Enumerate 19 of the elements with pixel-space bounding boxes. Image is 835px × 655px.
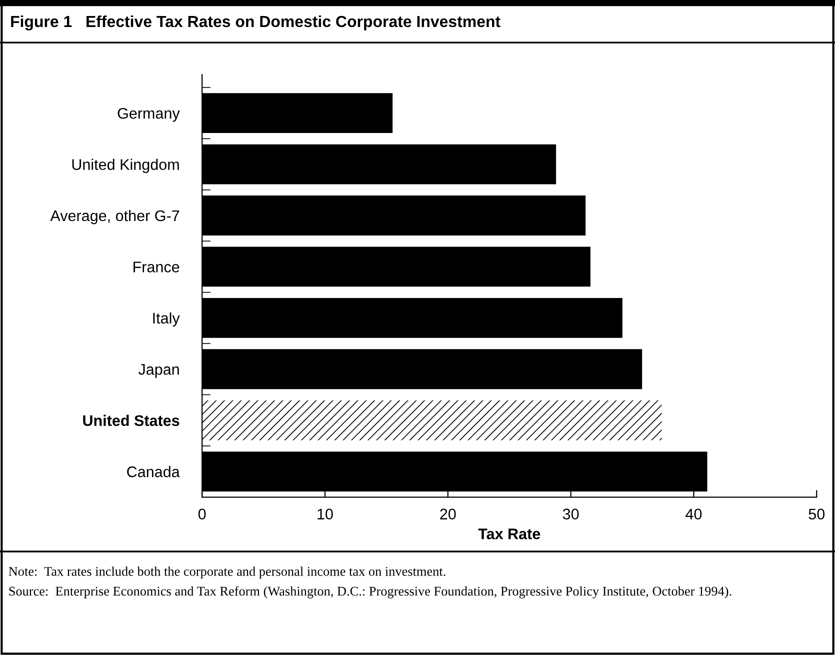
y-tick-label: Germany <box>118 108 180 122</box>
x-tick-label: 20 <box>440 508 456 520</box>
x-tick-label: 50 <box>808 508 825 520</box>
y-tick-label: Japan <box>138 364 179 378</box>
x-tick-label: 10 <box>318 508 333 520</box>
x-tick-label: 30 <box>562 508 579 520</box>
x-tick-label: 0 <box>198 508 206 520</box>
source-note: Source: Enterprise Economics and Tax Reform (Washington, D.C.: Progressive Foundation, Progressive Policy Institute, October 1994). <box>9 586 732 598</box>
y-tick-label: United Kingdom <box>72 158 179 173</box>
y-tick-label: Canada <box>127 466 180 478</box>
y-tick-label: United States <box>83 414 180 426</box>
x-axis-title: Tax Rate <box>478 528 540 540</box>
y-tick-label: Italy <box>153 312 180 327</box>
chart-title: Figure 1 Effective Tax Rates on Domestic Corporate Investment <box>11 15 500 30</box>
y-tick-label: Average, other G-7 <box>50 210 180 224</box>
text: Note: Tax rates include both the corporate and personal income tax on investment. <box>8 566 446 579</box>
x-tick-label: 40 <box>686 508 702 520</box>
y-tick-label: France <box>134 262 180 272</box>
bar <box>202 400 662 440</box>
